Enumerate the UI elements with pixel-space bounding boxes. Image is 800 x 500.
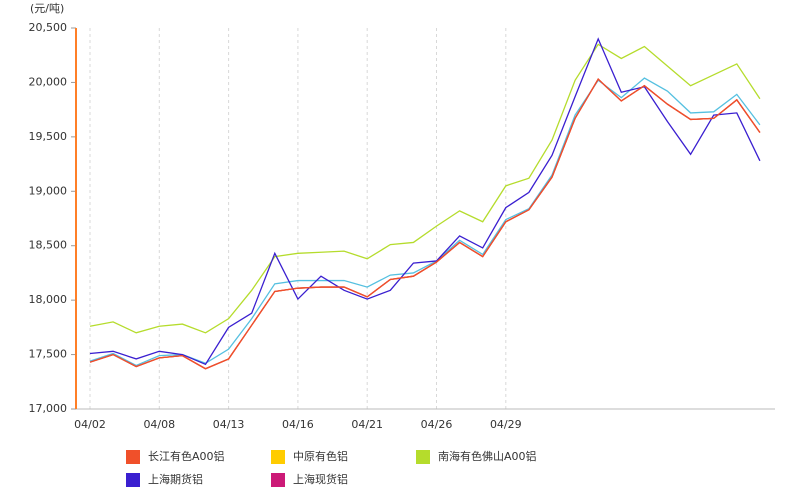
- x-tick-label: 04/26: [421, 418, 453, 431]
- y-tick-label: 20,000: [29, 75, 68, 88]
- y-tick-label: 19,000: [29, 184, 68, 197]
- series-line: [89, 37, 761, 366]
- y-tick-label: 19,500: [29, 130, 68, 143]
- series-line: [89, 78, 761, 370]
- legend-swatch: [271, 450, 285, 464]
- series-line: [89, 78, 761, 370]
- legend-label: 长江有色A00铝: [148, 449, 225, 463]
- x-tick-label: 04/13: [213, 418, 245, 431]
- x-tick-label: 04/21: [351, 418, 383, 431]
- y-tick-label: 18,500: [29, 239, 68, 252]
- legend-label: 上海期货铝: [148, 472, 203, 486]
- legend-label: 南海有色佛山A00铝: [438, 449, 537, 463]
- legend-swatch: [271, 473, 285, 487]
- series-line: [89, 77, 761, 367]
- y-tick-label: 20,500: [29, 21, 68, 34]
- x-tick-label: 04/02: [74, 418, 106, 431]
- series-line: [89, 43, 761, 334]
- legend-swatch: [126, 450, 140, 464]
- y-axis-label: (元/吨): [30, 2, 64, 15]
- legend-label: 上海现货铝: [293, 472, 348, 486]
- x-tick-label: 04/29: [490, 418, 522, 431]
- x-tick-label: 04/08: [143, 418, 175, 431]
- legend-label: 中原有色铝: [293, 449, 348, 463]
- y-tick-label: 18,000: [29, 293, 68, 306]
- series-line: [89, 78, 761, 370]
- y-tick-label: 17,000: [29, 402, 68, 415]
- legend-swatch: [126, 473, 140, 487]
- x-tick-label: 04/16: [282, 418, 314, 431]
- legend-swatch: [416, 450, 430, 464]
- y-tick-label: 17,500: [29, 348, 68, 361]
